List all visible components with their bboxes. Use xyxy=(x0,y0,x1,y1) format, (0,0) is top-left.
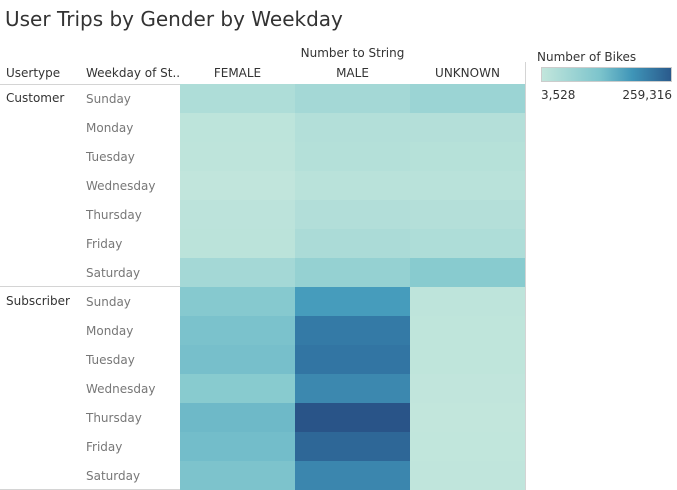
heatmap-cell[interactable] xyxy=(410,200,525,229)
weekday-label[interactable]: Sunday xyxy=(86,295,131,309)
legend-color-ramp[interactable] xyxy=(541,67,672,82)
heatmap-cell[interactable] xyxy=(295,403,410,432)
heatmap-cell[interactable] xyxy=(180,113,295,142)
heatmap-cell[interactable] xyxy=(410,374,525,403)
heatmap-cell[interactable] xyxy=(410,316,525,345)
heatmap-cell[interactable] xyxy=(410,84,525,113)
heatmap-cell[interactable] xyxy=(180,84,295,113)
weekday-label[interactable]: Thursday xyxy=(86,411,142,425)
heatmap-cell[interactable] xyxy=(410,345,525,374)
heatmap-cell[interactable] xyxy=(180,345,295,374)
weekday-label[interactable]: Monday xyxy=(86,121,134,135)
heatmap-cell[interactable] xyxy=(295,287,410,316)
heatmap-cell[interactable] xyxy=(180,200,295,229)
heatmap-cell[interactable] xyxy=(295,200,410,229)
heatmap-cell[interactable] xyxy=(295,461,410,490)
column-header-female[interactable]: FEMALE xyxy=(213,66,262,80)
weekday-label[interactable]: Monday xyxy=(86,324,134,338)
column-header-unknown[interactable]: UNKNOWN xyxy=(435,66,500,80)
heatmap-cell[interactable] xyxy=(180,171,295,200)
heatmap-cell[interactable] xyxy=(295,229,410,258)
weekday-label[interactable]: Saturday xyxy=(86,266,141,280)
heatmap-cell[interactable] xyxy=(180,287,295,316)
heatmap-cell[interactable] xyxy=(410,113,525,142)
legend-max-label: 259,316 xyxy=(622,88,672,102)
usertype-label-subscriber[interactable]: Subscriber xyxy=(6,294,70,308)
weekday-label[interactable]: Friday xyxy=(86,440,123,454)
weekday-label[interactable]: Wednesday xyxy=(86,179,156,193)
heatmap-cell[interactable] xyxy=(180,316,295,345)
heatmap-cell[interactable] xyxy=(295,84,410,113)
heatmap-cell[interactable] xyxy=(410,403,525,432)
legend-title: Number of Bikes xyxy=(537,50,637,64)
chart-title: User Trips by Gender by Weekday xyxy=(5,7,343,31)
usertype-header[interactable]: Usertype xyxy=(6,66,61,80)
weekday-header[interactable]: Weekday of St.. xyxy=(86,66,181,80)
usertype-label-customer[interactable]: Customer xyxy=(6,91,65,105)
weekday-label[interactable]: Sunday xyxy=(86,92,131,106)
heatmap-cell[interactable] xyxy=(410,461,525,490)
heatmap-cell[interactable] xyxy=(295,258,410,287)
column-group-label: Number to String xyxy=(300,46,405,60)
weekday-label[interactable]: Thursday xyxy=(86,208,142,222)
weekday-label[interactable]: Tuesday xyxy=(86,150,135,164)
heatmap-cell[interactable] xyxy=(295,171,410,200)
right-border xyxy=(525,62,526,490)
weekday-label[interactable]: Saturday xyxy=(86,469,141,483)
heatmap-cell[interactable] xyxy=(410,258,525,287)
heatmap-cell[interactable] xyxy=(295,432,410,461)
heatmap-cell[interactable] xyxy=(295,374,410,403)
heatmap-cell[interactable] xyxy=(180,374,295,403)
heatmap-cell[interactable] xyxy=(180,461,295,490)
heatmap-cell[interactable] xyxy=(295,142,410,171)
heatmap-cell[interactable] xyxy=(295,345,410,374)
heatmap-cell[interactable] xyxy=(180,258,295,287)
heatmap-cell[interactable] xyxy=(180,403,295,432)
heatmap-cell[interactable] xyxy=(410,432,525,461)
column-header-male[interactable]: MALE xyxy=(336,66,369,80)
heatmap-cell[interactable] xyxy=(410,287,525,316)
heatmap-cell[interactable] xyxy=(410,229,525,258)
weekday-label[interactable]: Wednesday xyxy=(86,382,156,396)
heatmap-cell[interactable] xyxy=(295,316,410,345)
heatmap-cell[interactable] xyxy=(180,432,295,461)
legend-min-label: 3,528 xyxy=(541,88,576,102)
heatmap-cell[interactable] xyxy=(180,142,295,171)
weekday-label[interactable]: Friday xyxy=(86,237,123,251)
heatmap-cell[interactable] xyxy=(180,229,295,258)
heatmap-cell[interactable] xyxy=(410,171,525,200)
weekday-label[interactable]: Tuesday xyxy=(86,353,135,367)
heatmap-cell[interactable] xyxy=(410,142,525,171)
heatmap-cell[interactable] xyxy=(295,113,410,142)
